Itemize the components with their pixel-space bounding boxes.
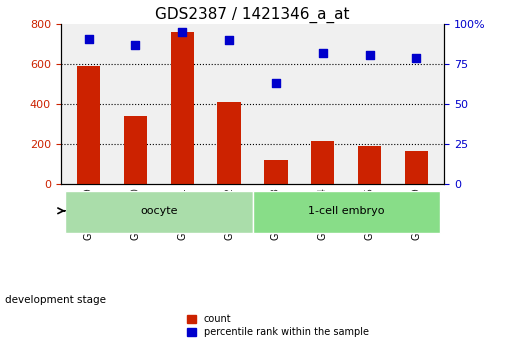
Point: [272, 81, 280, 86]
Point: [319, 50, 327, 56]
Text: 1-cell embryo: 1-cell embryo: [308, 206, 384, 216]
Point: [412, 55, 420, 61]
Bar: [124, 116, 147, 185]
Bar: [311, 141, 334, 185]
Bar: [264, 160, 288, 185]
Legend: count, percentile rank within the sample: count, percentile rank within the sample: [184, 312, 372, 340]
Bar: [217, 102, 241, 185]
Point: [178, 29, 186, 35]
Bar: [358, 146, 381, 185]
Text: development stage: development stage: [5, 295, 106, 305]
Point: [85, 36, 93, 41]
FancyBboxPatch shape: [252, 191, 440, 233]
Point: [225, 37, 233, 43]
Bar: [77, 66, 100, 185]
Title: GDS2387 / 1421346_a_at: GDS2387 / 1421346_a_at: [155, 7, 350, 23]
Bar: [405, 151, 428, 185]
Point: [131, 42, 139, 48]
Text: oocyte: oocyte: [140, 206, 178, 216]
Point: [366, 52, 374, 57]
FancyBboxPatch shape: [65, 191, 252, 233]
Bar: [171, 32, 194, 185]
